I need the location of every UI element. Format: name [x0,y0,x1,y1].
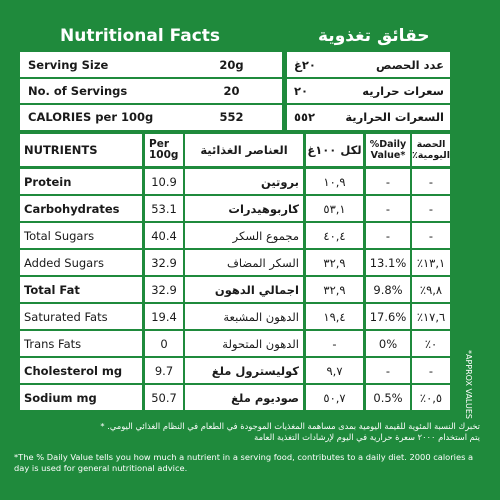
nutrient-value: 19.4 [145,304,183,329]
nutrient-name-ar: مجموع السكر [185,223,303,248]
nutrient-value-ar: - [306,331,363,356]
header-ar-per100: لكل ١٠٠غ [306,134,363,166]
nutrient-value-ar: ٥٠,٧ [306,385,363,410]
header-ar-dv: الحصة اليومية٪ [412,134,450,166]
nutrient-name-ar: الدهون المتحولة [185,331,303,356]
nutrient-name-en: Trans Fats [20,331,142,356]
serving-value-en: 20 [223,83,240,98]
nutrient-value-ar: ٤٠,٤ [306,223,363,248]
nutrient-value: 0 [145,331,183,356]
daily-value: - [366,196,410,221]
nutrient-value: 10.9 [145,169,183,194]
nutrient-value-ar: ١٠,٩ [306,169,363,194]
nutrient-name-en: Sodium mg [20,385,142,410]
header-ar-elements: العناصر الغذائية [185,134,303,166]
serving-value-ar: ٢٠ [294,83,309,98]
serving-panel-ar [287,52,450,130]
nutrient-value-ar: ١٩,٤ [306,304,363,329]
nutrient-value: 50.7 [145,385,183,410]
serving-label-ar: عدد الحصص [376,57,444,72]
serving-label-en: Serving Size [28,57,109,72]
nutrient-value-ar: ٥٣,١ [306,196,363,221]
nutrient-name-en: Saturated Fats [20,304,142,329]
header-per100: Per 100g [145,134,183,166]
daily-value: 9.8% [366,277,410,302]
title-ar: حقائق تغذوية [318,26,430,46]
daily-value: 0% [366,331,410,356]
nutrient-name-en: Cholesterol mg [20,358,142,383]
nutrient-name-en: Total Fat [20,277,142,302]
nutrient-value: 32.9 [145,250,183,275]
daily-value: - [366,169,410,194]
nutrient-name-en: Carbohydrates [20,196,142,221]
serving-label-ar: سعرات حراريه [362,83,444,98]
serving-value-en: 552 [219,109,244,124]
daily-value: 17.6% [366,304,410,329]
nutrient-value: 40.4 [145,223,183,248]
serving-label-ar: السعرات الحرارية [345,109,444,124]
nutrient-value: 9.7 [145,358,183,383]
daily-value: - [366,223,410,248]
daily-value-ar: ٪١٣,١ [412,250,450,275]
table-row: Protein 10.9 بروتين ١٠,٩- - [20,169,450,194]
footer-ar-line1: تخبرك النسبة المئوية للقيمة اليومية بمدى… [100,421,480,431]
serving-label-en: CALORIES per 100g [28,109,154,124]
nutrient-name-ar: السكر المضاف [185,250,303,275]
serving-value-en: 20g [219,57,244,72]
nutrient-name-en: Total Sugars [20,223,142,248]
table-row: Trans Fats 0 الدهون المتحولة -0% ٪٠ [20,331,450,356]
table-row: Cholesterol mg 9.7 كوليسترول ملغ ٩,٧- - [20,358,450,383]
nutrient-name-en: Protein [20,169,142,194]
nutrient-name-ar: كوليسترول ملغ [185,358,303,383]
nutrient-value-ar: ٣٢,٩ [306,250,363,275]
daily-value-ar: ٪٩,٨ [412,277,450,302]
footer-en: *The % Daily Value tells you how much a … [14,452,474,473]
daily-value: - [366,358,410,383]
nutrient-value-ar: ٩,٧ [306,358,363,383]
nutrient-table: NUTRIENTS Per 100g العناصر الغذائية لكل … [20,134,450,410]
header-nutrients: NUTRIENTS [20,134,142,166]
serving-value-ar: ٢٠غ [294,57,316,72]
table-row: Carbohydrates 53.1 كاربوهيدرات ٥٣,١- - [20,196,450,221]
footer-ar-line2: يتم استخدام ٢٠٠٠ سعرة حرارية في اليوم لإ… [254,432,480,442]
table-row: Total Sugars 40.4 مجموع السكر ٤٠,٤- - [20,223,450,248]
daily-value-ar: ٪٠,٥ [412,385,450,410]
daily-value-ar: - [412,223,450,248]
table-row: Sodium mg 50.7 صوديوم ملغ ٥٠,٧ 0.5% ٪٠,٥ [20,385,450,410]
approx-values-note: *APPROX VALUES [464,350,473,419]
daily-value-ar: - [412,169,450,194]
header-dv: %Daily Value* [366,134,410,166]
nutrient-name-ar: اجمالي الدهون [185,277,303,302]
table-row: Total Fat 32.9 اجمالي الدهون ٣٢,٩ 9.8% ٪٩,٨ [20,277,450,302]
nutrient-name-en: Added Sugars [20,250,142,275]
table-row: Saturated Fats 19.4 الدهون المشبعة ١٩,٤ 17.6… [20,304,450,329]
serving-label-en: No. of Servings [28,83,128,98]
daily-value: 13.1% [366,250,410,275]
table-row: Added Sugars 32.9 السكر المضاف ٣٢,٩ 13.1% ٪١٣… [20,250,450,275]
daily-value-ar: ٪٠ [412,331,450,356]
nutrient-value: 32.9 [145,277,183,302]
nutrient-name-ar: بروتين [185,169,303,194]
nutrient-name-ar: كاربوهيدرات [185,196,303,221]
daily-value: 0.5% [366,385,410,410]
title-en: Nutritional Facts [60,26,221,46]
daily-value-ar: ٪١٧,٦ [412,304,450,329]
daily-value-ar: - [412,358,450,383]
daily-value-ar: - [412,196,450,221]
nutrient-value: 53.1 [145,196,183,221]
serving-value-ar: ٥٥٢ [294,109,316,124]
nutrient-name-ar: صوديوم ملغ [185,385,303,410]
serving-panel-en [20,52,282,130]
nutrient-value-ar: ٣٢,٩ [306,277,363,302]
nutrient-name-ar: الدهون المشبعة [185,304,303,329]
